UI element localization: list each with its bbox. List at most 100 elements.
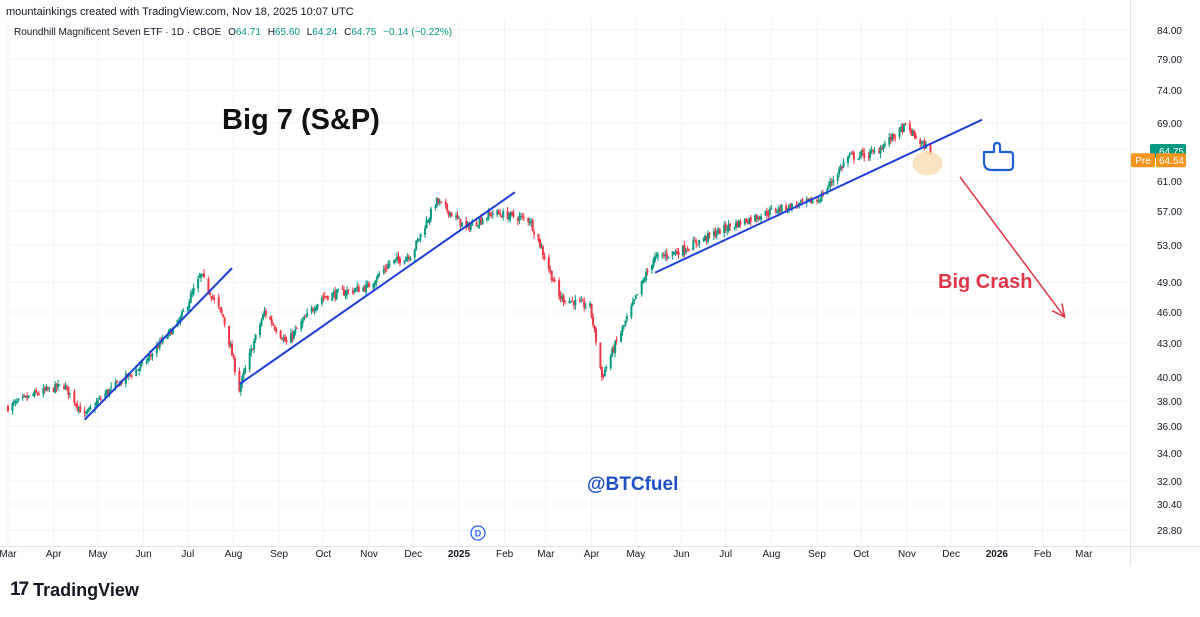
- candle-body: [904, 122, 907, 124]
- candle-body: [873, 151, 876, 153]
- candle-body: [571, 300, 574, 302]
- candle-body: [502, 211, 505, 217]
- candle-body: [708, 232, 711, 235]
- candle-body: [207, 278, 210, 292]
- open-value: 64.71: [235, 27, 261, 38]
- candle-body: [490, 213, 493, 216]
- candle-body: [633, 299, 636, 301]
- candle-body: [219, 307, 222, 309]
- candle-body: [911, 130, 914, 136]
- candle-body: [480, 217, 483, 224]
- candle-body: [872, 150, 875, 152]
- candle-body: [819, 200, 821, 202]
- price-axis-tick-label: 74.00: [1157, 86, 1182, 97]
- candle-body: [232, 356, 235, 358]
- candle-body: [254, 334, 257, 341]
- candle-body: [382, 269, 385, 273]
- candle-body: [248, 352, 251, 370]
- candle-body: [496, 210, 499, 215]
- candle-body: [166, 336, 169, 339]
- candle-body: [929, 145, 932, 155]
- candle-body: [335, 289, 338, 300]
- candle-body: [583, 300, 586, 308]
- candle-body: [894, 137, 897, 139]
- time-axis-tick-label: May: [88, 549, 107, 560]
- candle-body: [799, 200, 802, 202]
- candle-body: [903, 123, 905, 132]
- candle-body: [820, 193, 823, 202]
- time-axis-tick-label: Dec: [942, 549, 960, 560]
- candle-body: [303, 316, 306, 320]
- candle-body: [198, 276, 201, 278]
- candle-body: [541, 246, 544, 255]
- candle-body: [138, 368, 141, 371]
- candle-body: [729, 223, 732, 227]
- candle-body: [634, 295, 637, 299]
- symbol-info-line: Roundhill Magnificent Seven ETF · 1D · C…: [14, 27, 452, 38]
- symbol-name[interactable]: Roundhill Magnificent Seven ETF · 1D · C…: [14, 27, 222, 38]
- candle-body: [733, 227, 736, 229]
- candle-body: [375, 279, 378, 283]
- candle-body: [684, 250, 687, 253]
- candle-body: [553, 280, 556, 282]
- candle-body: [447, 210, 450, 216]
- candle-body: [468, 223, 471, 230]
- candle-body: [780, 204, 783, 212]
- candle-body: [718, 228, 721, 235]
- candle-body: [407, 257, 410, 260]
- candle-body: [387, 264, 390, 269]
- candle-body: [537, 233, 540, 241]
- trend-line[interactable]: [654, 118, 983, 274]
- trend-line[interactable]: [238, 191, 516, 386]
- candle-body: [58, 384, 61, 386]
- candle-body: [857, 158, 860, 160]
- candle-body: [581, 300, 584, 302]
- event-marker-icon[interactable]: [470, 525, 486, 541]
- candle-body: [877, 151, 880, 153]
- candle-body: [768, 208, 771, 215]
- candle-body: [488, 213, 491, 215]
- candle-body: [263, 311, 266, 315]
- candle-body: [737, 220, 740, 228]
- candle-body: [754, 214, 757, 221]
- candle-body: [203, 273, 205, 278]
- candle-body: [35, 389, 37, 393]
- candle-body: [418, 238, 421, 241]
- candle-body: [643, 279, 646, 281]
- tradingview-logo[interactable]: 17 TradingView: [10, 578, 139, 602]
- price-axis-tick-label: 36.00: [1157, 422, 1182, 433]
- time-axis-tick-label: Jul: [719, 549, 732, 560]
- candle-body: [88, 408, 91, 410]
- trend-line[interactable]: [83, 267, 233, 421]
- candle-body: [652, 259, 655, 266]
- candle-body: [590, 303, 593, 317]
- candle-body: [758, 217, 761, 219]
- candle-body: [714, 230, 717, 237]
- time-axis-tick-label: Feb: [1034, 549, 1052, 560]
- candle-body: [98, 397, 101, 400]
- candle-body: [779, 208, 782, 212]
- candle-body: [73, 391, 76, 403]
- candle-body: [427, 220, 429, 222]
- candle-body: [229, 345, 232, 347]
- candle-body: [508, 216, 511, 220]
- candle-body: [54, 383, 57, 393]
- time-axis-tick-label: Sep: [808, 549, 826, 560]
- candle-body: [450, 212, 453, 217]
- candle-body: [764, 210, 767, 216]
- candle-body: [851, 152, 854, 154]
- candle-body: [372, 283, 375, 289]
- candle-body: [913, 130, 916, 136]
- candle-body: [217, 297, 220, 307]
- candle-body: [376, 274, 379, 279]
- candle-body: [640, 281, 643, 295]
- candle-body: [789, 204, 792, 210]
- candle-body: [605, 366, 608, 369]
- candle-body: [801, 199, 804, 203]
- candle-body: [683, 245, 686, 253]
- candle-body: [511, 211, 513, 214]
- candle-body: [516, 218, 519, 221]
- candle-body: [347, 289, 350, 291]
- candle-body: [630, 305, 633, 318]
